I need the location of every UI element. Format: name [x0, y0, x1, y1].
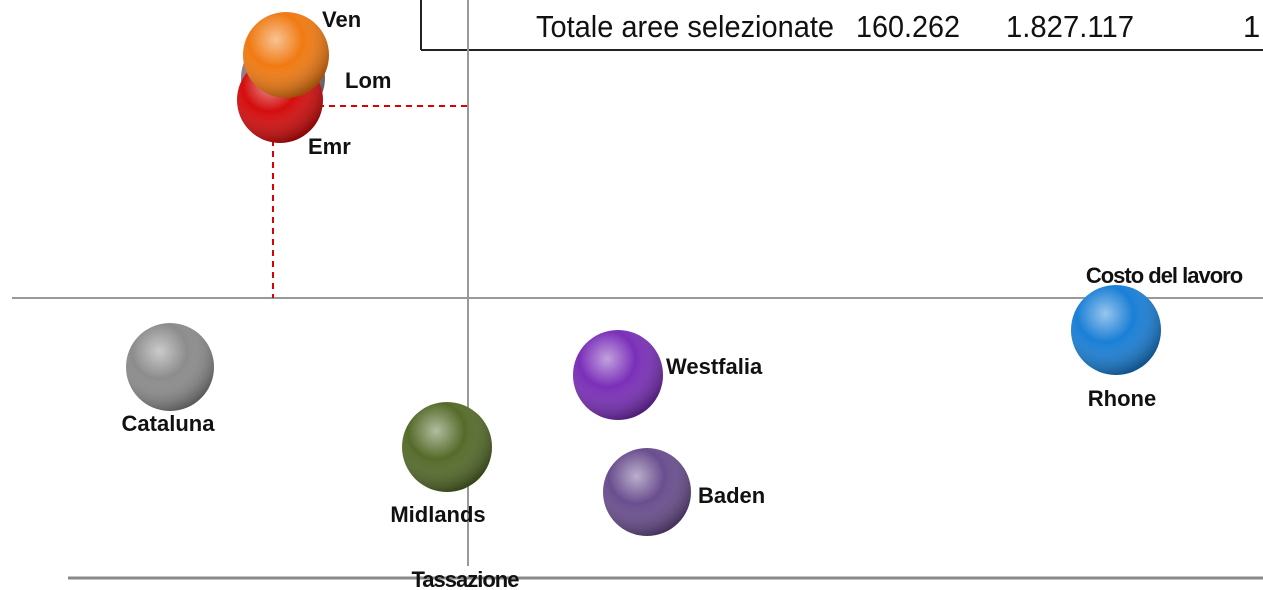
table-cell: 160.262 — [856, 9, 960, 44]
bubble-label: Ven — [322, 7, 361, 32]
bubbles: Lom Emr Ven Cataluna Midlands Westfalia Baden R… — [122, 7, 1161, 536]
bubble-label: Baden — [698, 483, 765, 508]
bubble-label: Cataluna — [122, 411, 216, 436]
table-row-label: Totale aree selezionate — [536, 9, 834, 44]
bubble-label: Lom — [345, 68, 391, 93]
table-cell: 1.827.117 — [1006, 9, 1134, 44]
bubble-label: Westfalia — [666, 354, 763, 379]
bubble-label: Emr — [308, 134, 351, 159]
bubble-shading — [402, 402, 492, 492]
bubble-shading — [1071, 285, 1161, 375]
x-axis-label: Tassazione — [412, 567, 520, 590]
bubble-shading — [126, 323, 214, 411]
bubble-shading — [603, 448, 691, 536]
bubble-label: Rhone — [1088, 386, 1156, 411]
bubble-shading — [243, 12, 329, 98]
y-axis-label: Costo del lavoro — [1086, 263, 1243, 288]
table-cell: 1 — [1243, 9, 1260, 44]
bubble-label: Midlands — [390, 502, 485, 527]
bubble-shading — [573, 330, 663, 420]
